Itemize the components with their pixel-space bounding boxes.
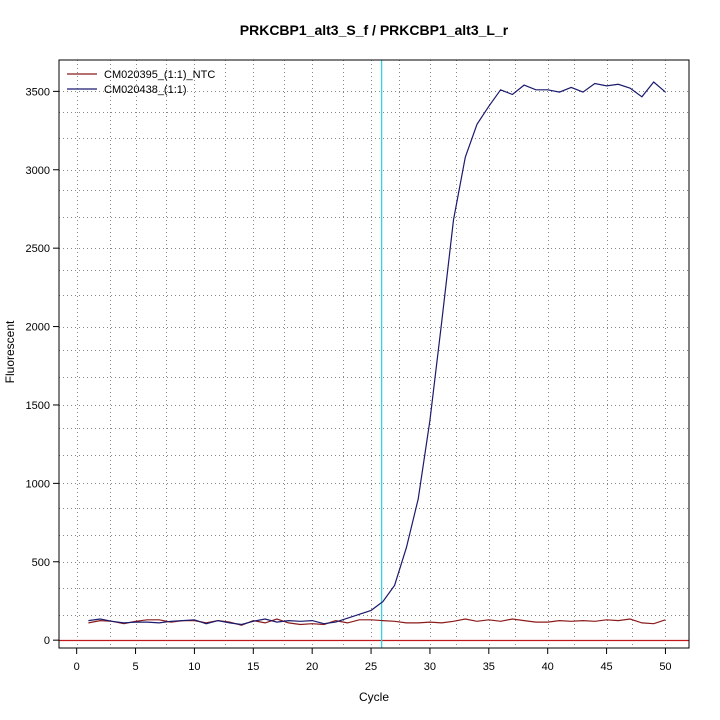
x-tick-label: 0 (74, 661, 80, 673)
x-tick-label: 50 (659, 661, 671, 673)
x-tick-label: 20 (306, 661, 318, 673)
y-axis-label: Fluorescent (3, 320, 17, 383)
plot-frame (58, 59, 690, 649)
y-tick-label: 2500 (26, 243, 50, 255)
chart-title: PRKCBP1_alt3_S_f / PRKCBP1_alt3_L_r (240, 22, 509, 38)
y-axis: 0 500 1000 1500 2000 2500 3000 3500 (26, 86, 59, 647)
series-line-2 (88, 81, 666, 626)
y-tick-label: 3500 (26, 86, 50, 98)
x-tick-label: 5 (132, 661, 138, 673)
x-tick-label: 45 (600, 661, 612, 673)
legend-label-2: CM020438_(1:1) (104, 84, 187, 96)
y-tick-label: 1500 (26, 400, 50, 412)
x-tick-label: 40 (542, 661, 554, 673)
x-tick-label: 25 (365, 661, 377, 673)
y-tick-label: 2000 (26, 322, 50, 334)
x-tick-label: 30 (424, 661, 436, 673)
legend: CM020395_(1:1)_NTC CM020438_(1:1) (67, 69, 215, 96)
y-tick-label: 1000 (26, 478, 50, 490)
x-axis: 0 5 10 15 20 25 30 35 40 45 50 (74, 648, 672, 673)
x-tick-label: 10 (188, 661, 200, 673)
marks (59, 60, 689, 648)
x-axis-label: Cycle (359, 690, 389, 704)
x-tick-label: 35 (483, 661, 495, 673)
y-tick-label: 0 (44, 635, 50, 647)
x-tick-label: 15 (247, 661, 259, 673)
legend-label-1: CM020395_(1:1)_NTC (104, 69, 215, 81)
y-tick-label: 3000 (26, 165, 50, 177)
y-tick-label: 500 (32, 557, 50, 569)
